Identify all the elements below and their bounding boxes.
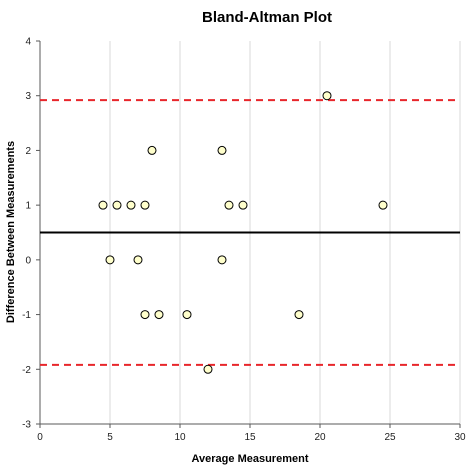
data-point [203,364,213,374]
y-tick-label: 2 [25,146,31,157]
data-point [147,145,157,155]
x-tick-label: 20 [314,432,326,443]
data-point [294,310,304,320]
y-tick-label: -2 [22,365,31,376]
data-point [140,310,150,320]
data-point [98,200,108,210]
y-tick-label: 0 [25,255,31,266]
data-point [105,255,115,265]
data-point [182,310,192,320]
tick-labels: 0 5 10 15 20 25 30 -3 -2 -1 0 1 2 3 4 [22,37,466,444]
x-tick-label: 10 [174,432,186,443]
data-point [154,310,164,320]
data-point [217,255,227,265]
x-axis-label: Average Measurement [192,453,309,465]
data-point [217,145,227,155]
data-points [98,91,388,374]
y-tick-label: 1 [25,201,31,212]
x-tick-label: 30 [454,432,466,443]
data-point [133,255,143,265]
y-tick-label: 4 [25,37,31,48]
data-point [224,200,234,210]
data-point [378,200,388,210]
x-tick-label: 5 [107,432,113,443]
reference-lines [40,99,460,366]
data-point [140,200,150,210]
y-tick-label: -3 [22,420,31,431]
x-tick-label: 25 [384,432,396,443]
data-point [322,91,332,101]
y-axis-label: Difference Between Measurements [5,141,17,323]
y-tick-label: -1 [22,310,31,321]
y-tick-label: 3 [25,91,31,102]
axis-layer [36,40,461,428]
data-point [238,200,248,210]
data-point [112,200,122,210]
x-tick-label: 15 [244,432,256,443]
data-point [126,200,136,210]
chart-title: Bland-Altman Plot [202,9,332,26]
x-tick-label: 0 [37,432,43,443]
